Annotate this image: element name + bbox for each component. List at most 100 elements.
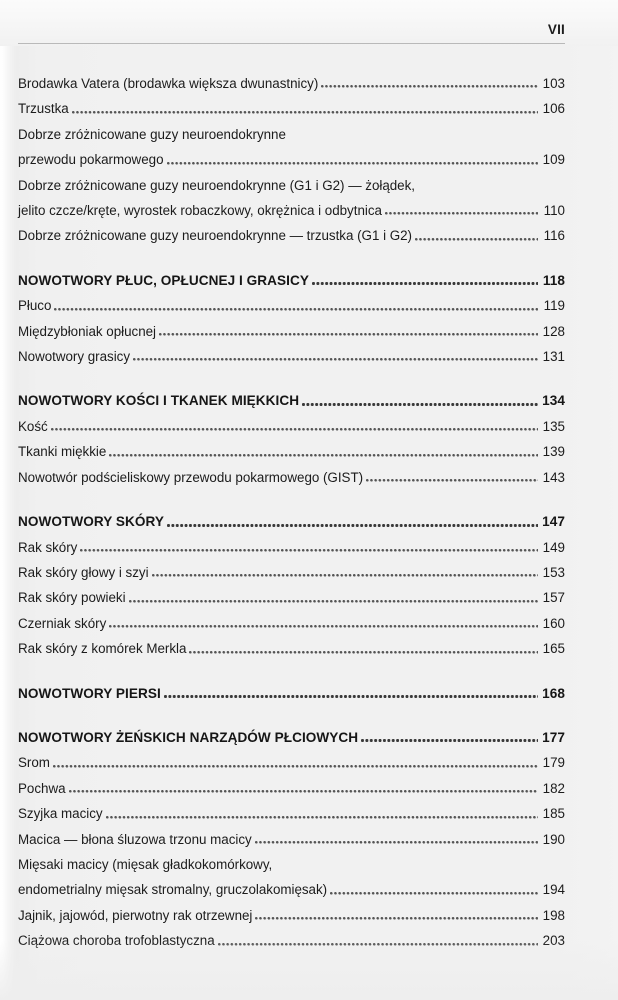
toc-entry-line: Rak skóry głowy i szyi 153	[18, 560, 565, 585]
dot-leader	[254, 840, 538, 847]
dot-leader	[302, 401, 538, 409]
dot-leader	[128, 599, 538, 606]
toc-entry-line: Rak skóry 149	[18, 535, 565, 560]
toc-item-entry[interactable]: Kość 135	[18, 414, 565, 439]
toc-item-entry[interactable]: Czerniak skóry 160	[18, 611, 565, 636]
toc-entry-title: NOWOTWORY SKÓRY	[18, 514, 164, 530]
toc-page-number: 198	[542, 907, 565, 923]
toc-entry-line: Płuco 119	[18, 293, 565, 318]
toc-item-entry[interactable]: Szyjka macicy 185	[18, 801, 565, 826]
toc-page-number: 157	[542, 590, 565, 606]
toc-entry-title: Mięsaki macicy (mięsak gładkokomórkowy,	[18, 856, 273, 872]
toc-item-entry[interactable]: Trzustka 106	[18, 96, 565, 121]
toc-entry-line: Nowotwór podścieliskowy przewodu pokarmo…	[18, 465, 565, 490]
toc-item-entry[interactable]: Nowotwory grasicy 131	[18, 344, 565, 369]
dot-leader	[50, 428, 538, 435]
toc-section-entry[interactable]: NOWOTWORY KOŚCI I TKANEK MIĘKKICH 134	[18, 388, 565, 413]
toc-entry-title: Macica — błona śluzowa trzonu macicy	[18, 831, 252, 847]
toc-entry-title: Rak skóry z komórek Merkla	[18, 641, 187, 657]
toc-item-entry[interactable]: Mięsaki macicy (mięsak gładkokomórkowy, 1…	[18, 852, 565, 903]
toc-item-entry[interactable]: Dobrze zróżnicowane guzy neuroendokrynne…	[18, 173, 565, 224]
toc-item-entry[interactable]: Dobrze zróżnicowane guzy neuroendokrynne…	[18, 122, 565, 173]
toc-entry-title: jelito czcze/kręte, wyrostek robaczkowy,…	[18, 203, 382, 219]
toc-item-entry[interactable]: Ciążowa choroba trofoblastyczna 203	[18, 928, 565, 953]
toc-item-entry[interactable]: Rak skóry powieki 157	[18, 585, 565, 610]
dot-leader	[80, 548, 538, 555]
toc-section-entry[interactable]: NOWOTWORY ŻEŃSKICH NARZĄDÓW PŁCIOWYCH 177	[18, 725, 565, 750]
page-header: VII	[18, 22, 565, 44]
toc-entry-title: NOWOTWORY PŁUC, OPŁUCNEJ I GRASICY	[18, 272, 309, 288]
header-rule-divider	[18, 43, 565, 44]
toc-page-number: 134	[542, 393, 565, 409]
toc-entry-title: Nowotwory grasicy	[18, 349, 131, 365]
dot-leader	[361, 738, 538, 746]
toc-page-number: 149	[542, 539, 565, 555]
toc-entry-title: Ciążowa choroba trofoblastyczna	[18, 933, 215, 949]
toc-section-entry[interactable]: NOWOTWORY SKÓRY 147	[18, 509, 565, 534]
toc-entry-title: Brodawka Vatera (brodawka większa dwunas…	[18, 76, 319, 91]
toc-entry-line: Rak skóry z komórek Merkla 165	[18, 636, 565, 661]
toc-entry-title: Jajnik, jajowód, pierwotny rak otrzewnej	[18, 907, 253, 923]
toc-entry-title: Płuco	[18, 298, 52, 314]
dot-leader	[163, 693, 538, 701]
toc-item-entry[interactable]: Srom 179	[18, 750, 565, 775]
toc-page-number: 109	[542, 152, 565, 168]
toc-item-entry[interactable]: Płuco 119	[18, 293, 565, 318]
toc-page-number: 177	[542, 729, 565, 745]
toc-item-entry[interactable]: Rak skóry z komórek Merkla 165	[18, 636, 565, 661]
dot-leader	[255, 917, 538, 924]
toc-item-entry[interactable]: Dobrze zróżnicowane guzy neuroendokrynne…	[18, 223, 565, 248]
dot-leader	[384, 212, 538, 219]
dot-leader	[105, 815, 538, 822]
dot-leader	[321, 85, 538, 92]
toc-entry-line: przewodu pokarmowego 109	[18, 147, 565, 172]
toc-entry-title: Międzybłoniak opłucnej	[18, 323, 157, 339]
toc-entry-line: Kość 135	[18, 414, 565, 439]
dot-leader	[68, 790, 538, 797]
toc-entry-title: przewodu pokarmowego	[18, 152, 164, 168]
toc-section-entry[interactable]: NOWOTWORY PŁUC, OPŁUCNEJ I GRASICY 118	[18, 268, 565, 293]
toc-page-number: 194	[542, 882, 565, 898]
toc-item-entry[interactable]: Nowotwór podścieliskowy przewodu pokarmo…	[18, 465, 565, 490]
toc-item-entry[interactable]: Tkanki miękkie 139	[18, 439, 565, 464]
toc-entry-title: Tkanki miękkie	[18, 444, 107, 460]
toc-entry-title: Rak skóry powieki	[18, 590, 126, 606]
toc-entry-line: NOWOTWORY SKÓRY 147	[18, 509, 565, 534]
dot-leader	[366, 479, 538, 486]
toc-page-number: 139	[542, 444, 565, 460]
dot-leader	[217, 942, 538, 949]
toc-entry-line: NOWOTWORY ŻEŃSKICH NARZĄDÓW PŁCIOWYCH 177	[18, 725, 565, 750]
toc-item-entry[interactable]: Pochwa 182	[18, 776, 565, 801]
toc-entry-title: Dobrze zróżnicowane guzy neuroendokrynne	[18, 126, 286, 142]
dot-leader	[52, 764, 538, 771]
toc-item-entry[interactable]: Rak skóry 149	[18, 535, 565, 560]
toc-entry-line: Szyjka macicy 185	[18, 801, 565, 826]
toc-entry-line: jelito czcze/kręte, wyrostek robaczkowy,…	[18, 198, 565, 223]
dot-leader	[151, 574, 538, 581]
toc-page-number: 168	[542, 685, 565, 701]
toc-item-entry[interactable]: Rak skóry głowy i szyi 153	[18, 560, 565, 585]
toc-entry-line: Dobrze zróżnicowane guzy neuroendokrynne…	[18, 173, 565, 198]
toc-item-entry[interactable]: Macica — błona śluzowa trzonu macicy 190	[18, 827, 565, 852]
toc-entry-title: Kość	[18, 418, 48, 434]
toc-section-entry[interactable]: NOWOTWORY PIERSI 168	[18, 681, 565, 706]
toc-entry-line: endometrialny mięsak stromalny, gruczola…	[18, 877, 565, 902]
toc-entry-line: Mięsaki macicy (mięsak gładkokomórkowy,1…	[18, 852, 565, 877]
toc-entry-line: Pochwa 182	[18, 776, 565, 801]
toc-page-number: 110	[543, 203, 565, 219]
toc-entry-title: endometrialny mięsak stromalny, gruczola…	[18, 882, 328, 898]
dot-leader	[54, 307, 538, 314]
toc-page-number: 165	[542, 641, 565, 657]
dot-leader	[159, 333, 538, 340]
toc-item-entry[interactable]: Brodawka Vatera (brodawka większa dwunas…	[18, 71, 565, 96]
dot-leader	[311, 281, 538, 289]
toc-item-entry[interactable]: Międzybłoniak opłucnej 128	[18, 319, 565, 344]
toc-item-entry[interactable]: Jajnik, jajowód, pierwotny rak otrzewnej…	[18, 903, 565, 928]
toc-entry-title: NOWOTWORY KOŚCI I TKANEK MIĘKKICH	[18, 393, 300, 409]
toc-entry-line: Ciążowa choroba trofoblastyczna 203	[18, 928, 565, 953]
toc-page-number: 185	[542, 806, 565, 822]
toc-page-number: 179	[542, 755, 565, 771]
toc-page-number: 103	[542, 76, 565, 91]
toc-entry-title: Srom	[18, 755, 50, 771]
